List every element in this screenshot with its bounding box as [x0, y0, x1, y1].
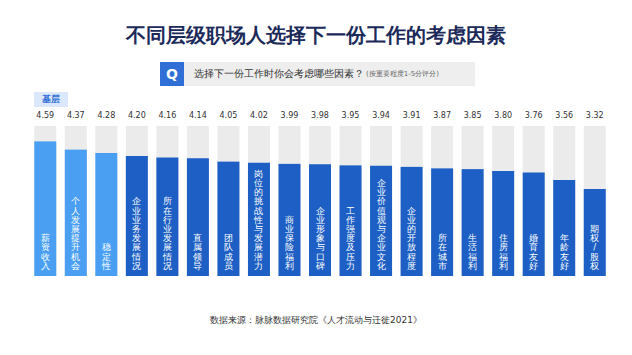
html-text:Q: Q	[166, 66, 178, 82]
html-text:数据来源：脉脉数据研究院《人才流动与迁徙2021》: 数据来源：脉脉数据研究院《人才流动与迁徙2021》	[210, 315, 422, 325]
svg-text:直属领导: 直属领导	[193, 233, 202, 271]
svg-text:3.32: 3.32	[586, 111, 604, 120]
svg-text:4.28: 4.28	[97, 111, 115, 120]
svg-text:岗位的挑战性与发展潜力: 岗位的挑战性与发展潜力	[253, 169, 263, 271]
svg-text:4.59: 4.59	[36, 111, 54, 120]
svg-text:3.80: 3.80	[494, 111, 512, 120]
svg-text:住房福利: 住房福利	[499, 233, 508, 271]
svg-text:3.98: 3.98	[311, 111, 329, 120]
html-text:选择下一份工作时你会考虑哪些因素？ (按重要程度1-5分评分: 选择下一份工作时你会考虑哪些因素？ (按重要程度1-5分评分)	[194, 68, 439, 79]
svg-text:3.85: 3.85	[464, 111, 482, 120]
svg-text:4.05: 4.05	[220, 111, 238, 120]
svg-text:期权/股权: 期权/股权	[589, 224, 599, 271]
svg-text:4.14: 4.14	[189, 111, 207, 120]
svg-text:3.99: 3.99	[281, 111, 299, 120]
svg-text:团队成员: 团队成员	[224, 233, 233, 271]
svg-text:工作强度及压力: 工作强度及压力	[345, 206, 355, 271]
svg-text:3.56: 3.56	[555, 111, 573, 120]
svg-text:稳定性: 稳定性	[101, 242, 111, 270]
svg-text:企业价值观与企业文化: 企业价值观与企业文化	[376, 178, 386, 271]
svg-text:个人发展提升机会: 个人发展提升机会	[71, 196, 80, 270]
svg-text:所在城市: 所在城市	[437, 233, 447, 271]
html-text:基层: 基层	[42, 94, 60, 104]
html-text:不同层级职场人选择下一份工作的考虑因素: 不同层级职场人选择下一份工作的考虑因素	[126, 23, 506, 47]
svg-text:婚育友好: 婚育友好	[529, 233, 538, 271]
svg-text:薪资收入: 薪资收入	[41, 233, 50, 271]
svg-text:3.91: 3.91	[403, 111, 421, 120]
svg-text:3.95: 3.95	[342, 111, 360, 120]
svg-text:3.87: 3.87	[433, 111, 451, 120]
svg-text:3.94: 3.94	[372, 111, 390, 120]
svg-text:4.16: 4.16	[158, 111, 176, 120]
svg-text:所在行业发展情况: 所在行业发展情况	[162, 196, 172, 270]
svg-text:4.20: 4.20	[128, 111, 146, 120]
svg-text:企业形象与口碑: 企业形象与口碑	[315, 206, 325, 271]
svg-text:生活福利: 生活福利	[468, 233, 477, 271]
svg-text:3.76: 3.76	[525, 111, 543, 120]
svg-text:商业保险福利: 商业保险福利	[285, 215, 294, 271]
svg-text:4.02: 4.02	[250, 111, 268, 120]
svg-text:企业业务发展情况: 企业业务发展情况	[131, 196, 141, 270]
svg-text:企业的开放程度: 企业的开放程度	[407, 206, 416, 271]
svg-text:年龄友好: 年龄友好	[560, 233, 569, 271]
svg-text:4.37: 4.37	[67, 111, 85, 120]
